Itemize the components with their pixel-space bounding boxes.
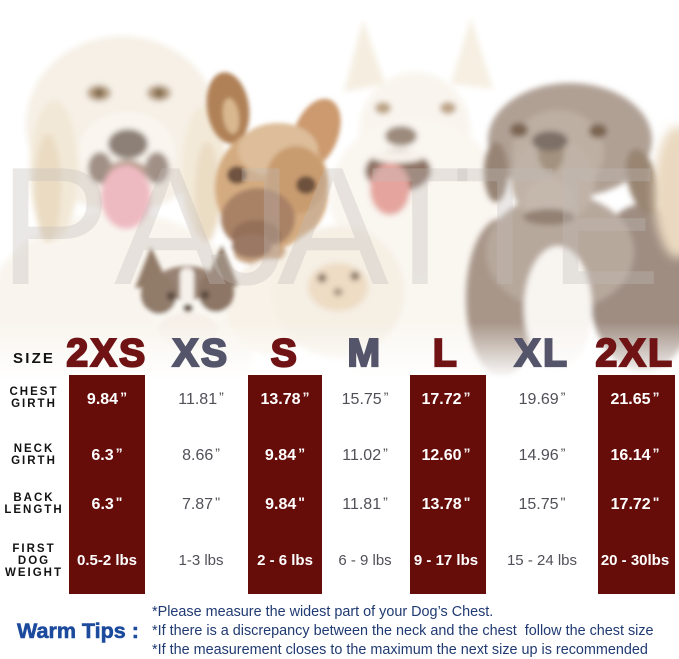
svg-text:E: E — [549, 132, 661, 320]
svg-text:T: T — [454, 132, 557, 320]
svg-text:A: A — [277, 132, 389, 320]
svg-text:J: J — [208, 132, 292, 320]
svg-text:P: P — [0, 132, 111, 320]
svg-text:A: A — [114, 132, 226, 320]
svg-text:T: T — [369, 132, 472, 320]
